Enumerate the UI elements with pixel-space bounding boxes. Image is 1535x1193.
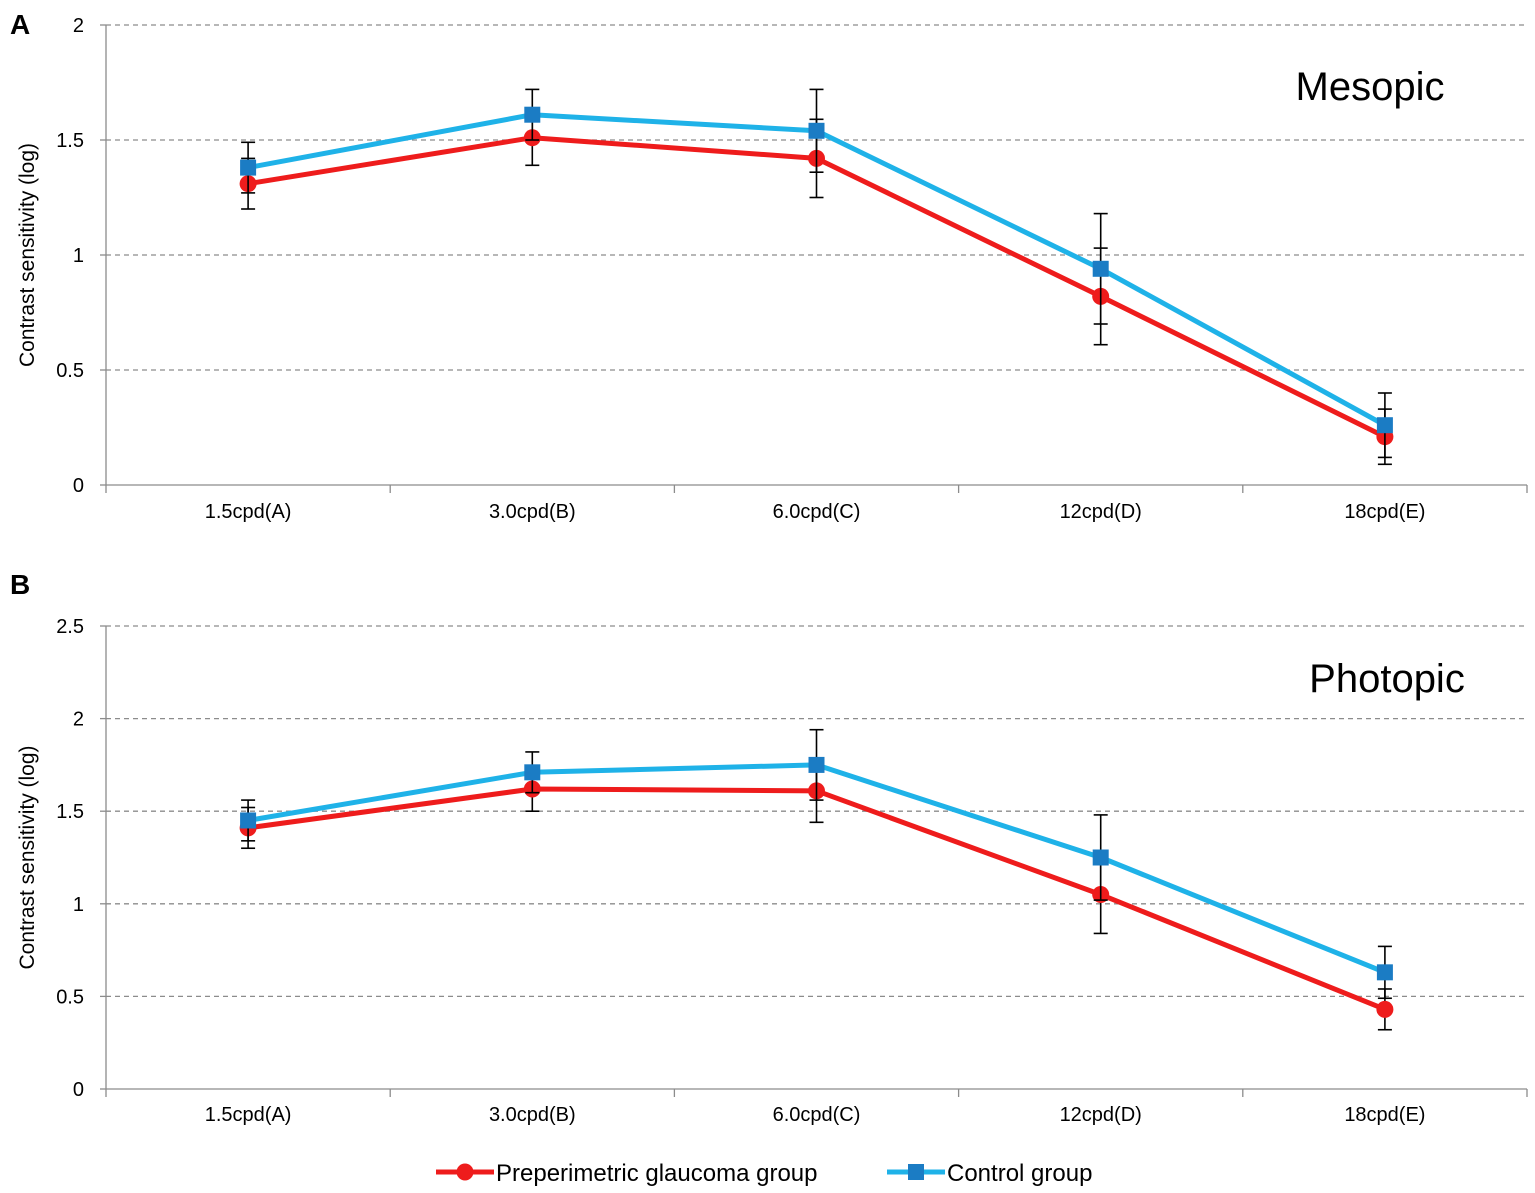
panel-label: B [10, 569, 30, 600]
data-point [1376, 417, 1393, 434]
x-tick-label: 3.0cpd(B) [489, 1104, 576, 1126]
legend-item-glaucoma: Preperimetric glaucoma group [436, 1160, 817, 1187]
data-point [808, 122, 825, 139]
y-tick-label: 1 [73, 894, 84, 916]
y-tick-label: 1 [73, 245, 84, 267]
data-point [1376, 964, 1393, 981]
y-tick-label: 0.5 [56, 360, 84, 382]
y-tick-label: 2.5 [56, 616, 84, 638]
data-point [524, 764, 541, 781]
y-axis-title: Contrast sensitivity (log) [16, 745, 39, 969]
data-point [240, 812, 257, 829]
y-tick-label: 2 [73, 709, 84, 731]
legend-marker [456, 1163, 474, 1181]
data-point [808, 756, 825, 773]
panel-a: 0 0.5 1 1.5 2 1.5cpd(A) 3.0cpd(B) 6.0cpd(C) 12cp… [10, 9, 1528, 523]
panel-title: Mesopic [1296, 65, 1445, 109]
legend-item-control: Control group [887, 1160, 1092, 1187]
panel-title: Photopic [1309, 657, 1465, 701]
y-tick-label: 0.5 [56, 986, 84, 1008]
x-tick-label: 6.0cpd(C) [773, 1104, 861, 1126]
y-tick-label: 0 [73, 1079, 84, 1101]
series-control [240, 88, 1393, 459]
data-point [1376, 1000, 1394, 1018]
panel-label: A [10, 9, 30, 40]
x-tick-label: 3.0cpd(B) [489, 501, 576, 523]
data-point [1092, 260, 1109, 277]
y-tick-label: 1.5 [56, 801, 84, 823]
x-tick-label: 18cpd(E) [1344, 1104, 1425, 1126]
legend-label: Control group [947, 1160, 1092, 1187]
x-tick-label: 1.5cpd(A) [205, 501, 292, 523]
legend: Preperimetric glaucoma group Control grou… [436, 1160, 1092, 1187]
panel-b: 0 0.5 1 1.5 2 2.5 1.5cpd(A) 3.0cpd(B) 6.0cpd(C) 1… [10, 569, 1528, 1126]
y-axis-title: Contrast sensitivity (log) [16, 143, 39, 367]
x-tick-label: 12cpd(D) [1060, 501, 1142, 523]
series-control [240, 728, 1393, 1000]
data-point [1092, 849, 1109, 866]
legend-label: Preperimetric glaucoma group [496, 1160, 817, 1187]
data-point [524, 106, 541, 123]
y-tick-label: 0 [73, 475, 84, 497]
x-tick-label: 1.5cpd(A) [205, 1104, 292, 1126]
x-tick-label: 12cpd(D) [1060, 1104, 1142, 1126]
y-tick-label: 1.5 [56, 130, 84, 152]
legend-marker [908, 1164, 924, 1180]
data-point [240, 159, 257, 176]
x-tick-label: 18cpd(E) [1344, 501, 1425, 523]
y-tick-label: 2 [73, 15, 84, 37]
x-tick-label: 6.0cpd(C) [773, 501, 861, 523]
